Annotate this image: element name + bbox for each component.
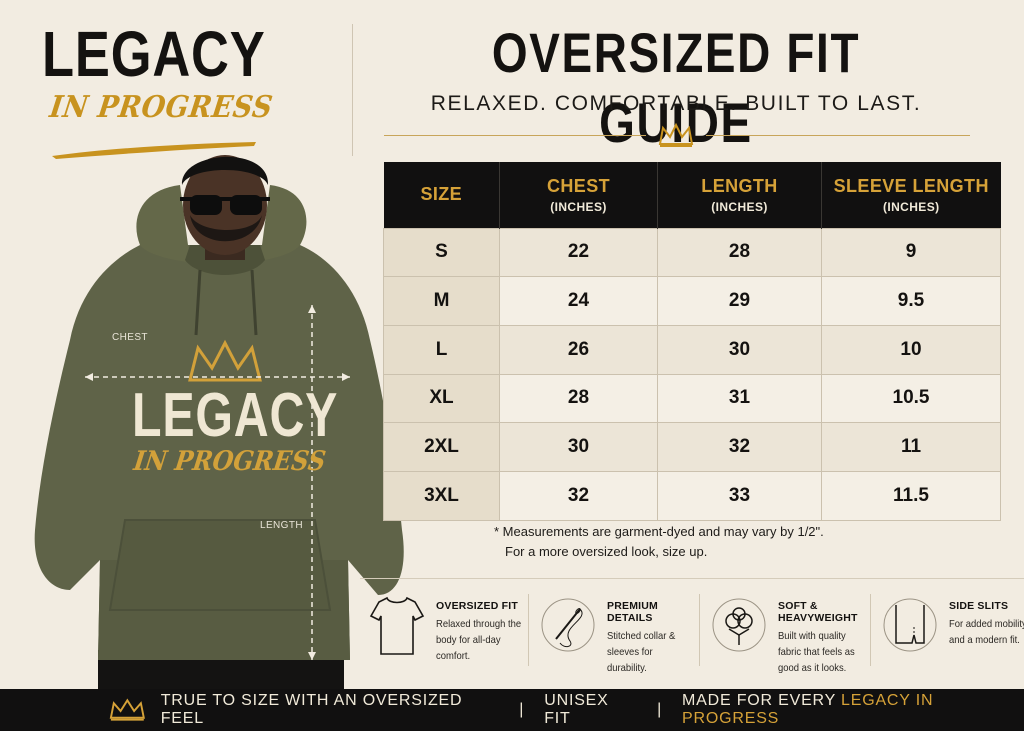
sleeve-cell: 10 bbox=[821, 325, 1001, 375]
chest-cell: 26 bbox=[499, 325, 658, 375]
length-cell: 32 bbox=[657, 422, 822, 472]
sleeve-cell: 9 bbox=[821, 228, 1001, 278]
crown-icon bbox=[109, 698, 145, 721]
chest-cell: 28 bbox=[499, 374, 658, 424]
table-header-row: SIZE CHEST (INCHES) LENGTH (INCHES) SLEE… bbox=[383, 162, 1001, 228]
table-row: M 24 29 9.5 bbox=[383, 276, 1001, 326]
size-cell: L bbox=[383, 325, 500, 375]
size-cell: M bbox=[383, 276, 500, 326]
hoodie-logo-subtitle: IN PROGRESS bbox=[131, 446, 328, 477]
size-chart-table: SIZE CHEST (INCHES) LENGTH (INCHES) SLEE… bbox=[383, 162, 1001, 521]
feature-side-slits: SIDE SLITS For added mobility and a mode… bbox=[870, 592, 1024, 672]
brand-logo: LEGACY IN PROGRESS bbox=[42, 16, 342, 159]
cotton-icon bbox=[706, 592, 772, 658]
page-title: OVERSIZED FIT GUIDE bbox=[491, 21, 861, 154]
chest-cell: 22 bbox=[499, 228, 658, 278]
banner-separator: | bbox=[519, 701, 525, 718]
chest-label: CHEST bbox=[112, 332, 148, 343]
crown-icon bbox=[658, 122, 694, 147]
header-chest: CHEST (INCHES) bbox=[499, 162, 658, 228]
needle-thread-icon bbox=[535, 592, 601, 658]
table-row: 3XL 32 33 11.5 bbox=[383, 471, 1001, 521]
hoodie-logo-title: LEGACY bbox=[132, 381, 339, 450]
feature-oversized-fit: OVERSIZED FIT Relaxed through the body f… bbox=[360, 592, 531, 672]
feature-desc: For added mobility and a modern fit. bbox=[949, 618, 1024, 646]
length-label: LENGTH bbox=[260, 520, 303, 531]
sleeve-cell: 11.5 bbox=[821, 471, 1001, 521]
banner-item-unisex: UNISEX FIT bbox=[544, 692, 609, 727]
footnote-line-1: * Measurements are garment-dyed and may … bbox=[494, 524, 824, 539]
table-row: S 22 28 9 bbox=[383, 228, 1001, 278]
feature-title: SOFT & HEAVYWEIGHT bbox=[778, 600, 858, 624]
banner-separator: | bbox=[657, 701, 663, 718]
features-divider bbox=[360, 578, 1024, 579]
tshirt-icon bbox=[364, 592, 430, 658]
table-row: XL 28 31 10.5 bbox=[383, 374, 1001, 424]
banner-item-made-for: MADE FOR EVERY LEGACY IN PROGRESS bbox=[682, 692, 934, 727]
feature-title: PREMIUM DETAILS bbox=[607, 600, 658, 624]
length-cell: 30 bbox=[657, 325, 822, 375]
brand-title: LEGACY bbox=[42, 18, 266, 90]
header-size: SIZE bbox=[383, 162, 500, 228]
side-slit-icon bbox=[877, 592, 943, 658]
size-cell: XL bbox=[383, 374, 500, 424]
bottom-banner: TRUE TO SIZE WITH AN OVERSIZED FEEL | UN… bbox=[0, 689, 1024, 731]
feature-desc: Stitched collar & sleeves for durability… bbox=[607, 630, 676, 674]
feature-premium-details: PREMIUM DETAILS Stitched collar & sleeve… bbox=[528, 592, 702, 674]
size-cell: 2XL bbox=[383, 422, 500, 472]
header-divider bbox=[352, 24, 353, 156]
title-rule-right bbox=[706, 135, 970, 136]
chest-cell: 30 bbox=[499, 422, 658, 472]
size-cell: 3XL bbox=[383, 471, 500, 521]
chest-cell: 32 bbox=[499, 471, 658, 521]
feature-title: OVERSIZED FIT bbox=[436, 600, 518, 612]
header-sleeve-length: SLEEVE LENGTH (INCHES) bbox=[821, 162, 1001, 228]
feature-title: SIDE SLITS bbox=[949, 600, 1009, 612]
length-cell: 33 bbox=[657, 471, 822, 521]
sleeve-cell: 9.5 bbox=[821, 276, 1001, 326]
sleeve-cell: 11 bbox=[821, 422, 1001, 472]
length-cell: 29 bbox=[657, 276, 822, 326]
table-row: L 26 30 10 bbox=[383, 325, 1001, 375]
length-cell: 31 bbox=[657, 374, 822, 424]
measurement-footnote: * Measurements are garment-dyed and may … bbox=[494, 522, 824, 562]
banner-item-true-to-size: TRUE TO SIZE WITH AN OVERSIZED FEEL bbox=[160, 692, 463, 727]
header-length: LENGTH (INCHES) bbox=[657, 162, 822, 228]
feature-soft-heavyweight: SOFT & HEAVYWEIGHT Built with quality fa… bbox=[699, 592, 873, 674]
brush-stroke-icon bbox=[52, 142, 256, 159]
table-row: 2XL 30 32 11 bbox=[383, 422, 1001, 472]
sleeve-cell: 10.5 bbox=[821, 374, 1001, 424]
features-row: OVERSIZED FIT Relaxed through the body f… bbox=[360, 592, 1024, 674]
footnote-line-2: For a more oversized look, size up. bbox=[505, 544, 708, 559]
chest-cell: 24 bbox=[499, 276, 658, 326]
page-subtitle: RELAXED. COMFORTABLE. BUILT TO LAST. bbox=[430, 92, 922, 115]
model-illustration: CHEST LENGTH LEGACY IN PROGRESS bbox=[30, 140, 410, 690]
hoodie-model-icon bbox=[34, 155, 404, 690]
feature-desc: Relaxed through the body for all-day com… bbox=[436, 618, 522, 662]
title-rule-left bbox=[384, 135, 646, 136]
size-cell: S bbox=[383, 228, 500, 278]
length-cell: 28 bbox=[657, 228, 822, 278]
feature-desc: Built with quality fabric that feels as … bbox=[778, 630, 855, 674]
brand-subtitle: IN PROGRESS bbox=[47, 90, 275, 125]
